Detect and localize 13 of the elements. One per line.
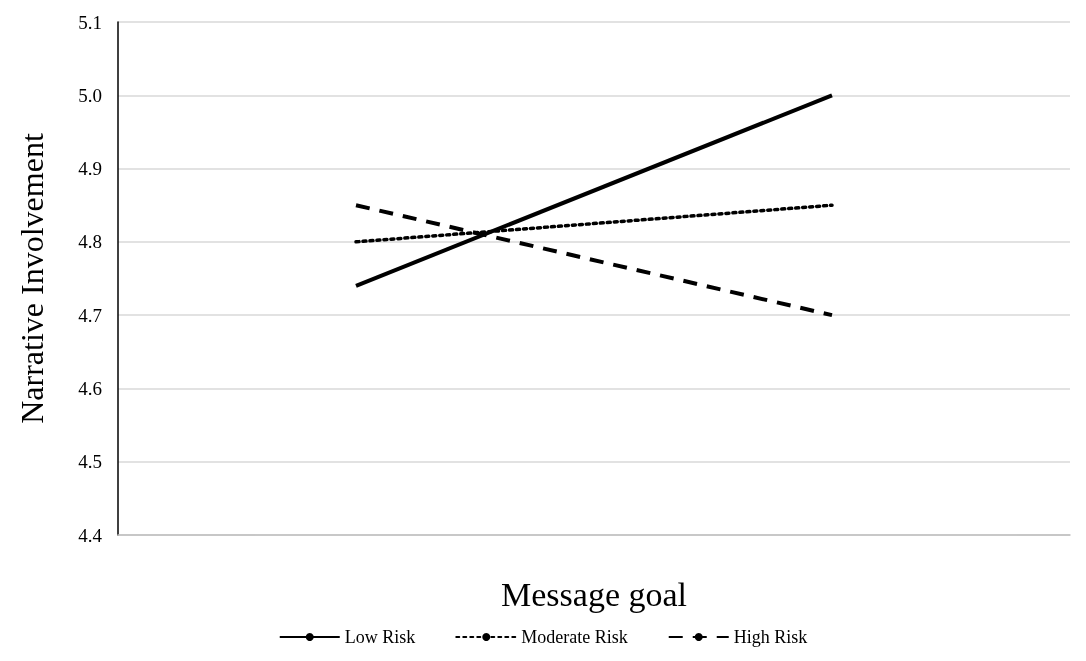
y-tick-label: 4.7	[78, 304, 102, 326]
y-tick-label: 4.9	[78, 158, 102, 180]
y-tick-label: 4.5	[78, 451, 102, 473]
y-tick-label: 4.4	[78, 524, 103, 546]
legend-label: Low Risk	[344, 627, 416, 647]
legend-label: Moderate Risk	[521, 627, 628, 647]
y-axis-title: Narrative Involvement	[14, 133, 50, 424]
y-tick-label: 5.1	[78, 11, 102, 33]
legend-label: High Risk	[733, 627, 808, 647]
y-tick-label: 4.8	[78, 231, 102, 253]
y-tick-label: 4.6	[78, 377, 102, 399]
y-tick-label: 5.0	[78, 84, 102, 106]
x-axis-title: Message goal	[500, 575, 688, 613]
